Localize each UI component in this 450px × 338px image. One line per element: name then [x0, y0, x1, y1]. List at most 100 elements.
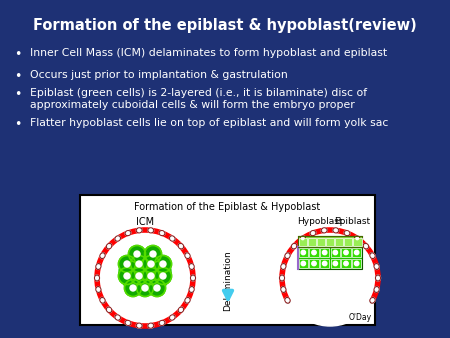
- Text: Hypoblast: Hypoblast: [297, 217, 343, 226]
- Circle shape: [142, 285, 148, 291]
- Ellipse shape: [100, 297, 105, 303]
- Bar: [331, 248, 340, 257]
- Circle shape: [375, 265, 378, 268]
- Ellipse shape: [148, 323, 154, 328]
- Circle shape: [118, 256, 135, 272]
- Ellipse shape: [300, 236, 306, 241]
- Ellipse shape: [291, 243, 297, 249]
- Circle shape: [186, 299, 189, 301]
- Circle shape: [356, 237, 359, 240]
- Ellipse shape: [96, 264, 101, 269]
- Circle shape: [355, 261, 359, 266]
- Circle shape: [138, 229, 140, 232]
- Text: Flatter hypoblast cells lie on top of epiblast and will form yolk sac: Flatter hypoblast cells lie on top of ep…: [30, 118, 388, 128]
- Bar: [299, 259, 308, 268]
- Ellipse shape: [189, 264, 194, 269]
- Circle shape: [312, 232, 314, 234]
- Circle shape: [101, 299, 104, 301]
- Ellipse shape: [94, 275, 99, 281]
- Text: Formation of the epiblast & hypoblast(review): Formation of the epiblast & hypoblast(re…: [33, 18, 417, 33]
- Ellipse shape: [333, 228, 339, 233]
- Circle shape: [136, 261, 142, 267]
- Circle shape: [143, 267, 159, 285]
- Circle shape: [377, 277, 379, 279]
- Circle shape: [344, 250, 348, 255]
- Bar: [331, 259, 340, 268]
- Text: •: •: [14, 48, 22, 61]
- Circle shape: [333, 250, 338, 255]
- Ellipse shape: [169, 315, 175, 320]
- Circle shape: [117, 316, 119, 319]
- Ellipse shape: [100, 253, 105, 259]
- Ellipse shape: [106, 243, 112, 249]
- Text: Epiblast (green cells) is 2-layered (i.e., it is bilaminate) disc of
approximate: Epiblast (green cells) is 2-layered (i.e…: [30, 88, 367, 111]
- Circle shape: [148, 261, 154, 267]
- Circle shape: [130, 256, 148, 272]
- Bar: [342, 259, 351, 268]
- Ellipse shape: [185, 297, 190, 303]
- Bar: [320, 259, 329, 268]
- Text: O'Day: O'Day: [349, 313, 372, 322]
- Circle shape: [371, 299, 374, 301]
- Circle shape: [333, 261, 338, 266]
- Circle shape: [301, 261, 306, 266]
- Ellipse shape: [119, 250, 171, 294]
- Bar: [320, 248, 329, 257]
- Circle shape: [355, 250, 359, 255]
- Ellipse shape: [106, 307, 112, 313]
- Circle shape: [125, 280, 141, 296]
- Bar: [299, 248, 308, 257]
- Circle shape: [282, 288, 284, 291]
- Text: Formation of the Epiblast & Hypoblast: Formation of the Epiblast & Hypoblast: [135, 202, 320, 212]
- Circle shape: [108, 309, 110, 311]
- Ellipse shape: [178, 243, 184, 249]
- Ellipse shape: [285, 253, 290, 259]
- Circle shape: [130, 285, 136, 291]
- Ellipse shape: [310, 231, 316, 236]
- Ellipse shape: [190, 275, 195, 281]
- Circle shape: [286, 255, 289, 257]
- Ellipse shape: [375, 275, 381, 281]
- Circle shape: [134, 251, 140, 257]
- Ellipse shape: [374, 264, 379, 269]
- Circle shape: [148, 280, 166, 296]
- Circle shape: [124, 273, 130, 279]
- Circle shape: [161, 232, 163, 234]
- Bar: [353, 238, 361, 245]
- Circle shape: [335, 229, 337, 232]
- Circle shape: [96, 277, 98, 279]
- Bar: [352, 248, 361, 257]
- Text: •: •: [14, 118, 22, 131]
- Bar: [352, 259, 361, 268]
- Bar: [310, 248, 319, 257]
- Ellipse shape: [344, 231, 350, 236]
- Text: •: •: [14, 70, 22, 83]
- Ellipse shape: [159, 231, 165, 236]
- Bar: [317, 238, 325, 245]
- Circle shape: [371, 255, 374, 257]
- Ellipse shape: [321, 228, 327, 233]
- Circle shape: [118, 267, 135, 285]
- Circle shape: [154, 267, 171, 285]
- Text: Delamination: Delamination: [224, 250, 233, 311]
- Bar: [326, 238, 334, 245]
- Circle shape: [365, 245, 367, 247]
- Circle shape: [101, 255, 104, 257]
- Circle shape: [117, 237, 119, 240]
- Ellipse shape: [189, 287, 194, 292]
- Circle shape: [375, 288, 378, 291]
- Ellipse shape: [285, 297, 290, 303]
- Circle shape: [97, 288, 99, 291]
- Circle shape: [160, 261, 166, 267]
- Circle shape: [154, 256, 171, 272]
- Bar: [308, 238, 316, 245]
- Circle shape: [148, 273, 154, 279]
- Circle shape: [154, 285, 160, 291]
- Circle shape: [302, 237, 304, 240]
- Ellipse shape: [96, 287, 101, 292]
- Circle shape: [160, 273, 166, 279]
- Bar: [80, 195, 375, 325]
- Circle shape: [171, 237, 173, 240]
- Ellipse shape: [370, 297, 375, 303]
- Circle shape: [149, 229, 152, 232]
